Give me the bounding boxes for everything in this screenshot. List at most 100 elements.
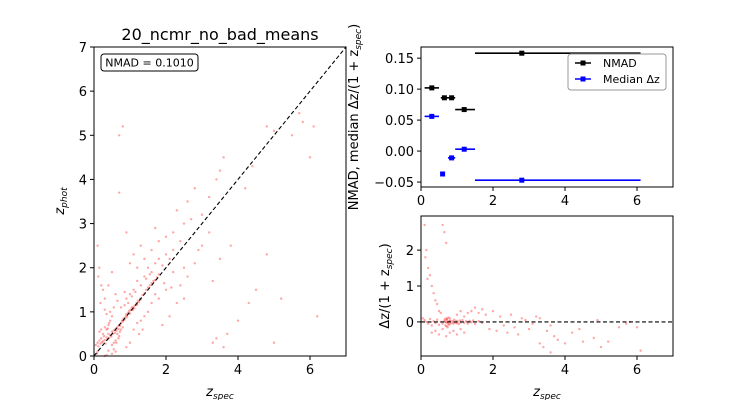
scatter-point xyxy=(170,286,173,289)
scatter-point xyxy=(128,341,132,344)
scatter-point xyxy=(110,330,114,333)
scatter-point xyxy=(133,307,136,310)
scatter-point xyxy=(118,330,122,333)
x-axis-label: zspec xyxy=(532,385,561,400)
residual-point xyxy=(531,322,534,325)
scatter-point xyxy=(110,343,114,347)
y-tick-label: 0 xyxy=(79,350,87,365)
scatter-point xyxy=(118,334,121,338)
y-tick-label: 1 xyxy=(79,306,87,321)
residual-point xyxy=(445,317,448,320)
data-marker xyxy=(441,95,447,101)
residual-point xyxy=(430,284,433,288)
scatter-point xyxy=(101,332,105,336)
scatter-point xyxy=(112,348,116,351)
y-axis-label: Δz/(1 + zspec) xyxy=(378,243,395,328)
residual-point xyxy=(502,324,505,327)
scatter-point xyxy=(101,288,105,291)
scatter-point xyxy=(112,306,116,309)
scatter-point xyxy=(172,231,175,234)
scatter-point xyxy=(96,244,99,247)
scatter-point xyxy=(132,253,135,256)
residual-point xyxy=(524,318,527,322)
x-ticks: 0 2 4 6 xyxy=(90,356,314,378)
scatter-point xyxy=(136,321,139,325)
scatter-point xyxy=(146,286,150,289)
scatter-point xyxy=(137,300,141,304)
scatter-point xyxy=(107,284,110,287)
residual-point xyxy=(425,320,428,324)
scatter-point xyxy=(301,120,304,124)
scatter-point xyxy=(113,331,117,335)
scatter-point xyxy=(182,222,186,225)
data-marker xyxy=(461,146,467,152)
scatter-point xyxy=(139,244,142,247)
residual-point xyxy=(425,248,428,252)
scatter-point xyxy=(116,299,119,303)
zphot-vs-zspec-panel: 20_ncmr_no_bad_means 0 2 4 6 0 1 2 3 4 5 6 7 NMAD … xyxy=(53,25,347,402)
legend-label-median: Median Δz xyxy=(603,73,660,86)
residual-point xyxy=(444,320,448,324)
residual-point xyxy=(484,313,487,316)
scatter-point xyxy=(132,328,135,331)
scatter-point xyxy=(265,125,268,128)
scatter-point xyxy=(211,279,214,283)
residual-point xyxy=(428,274,432,277)
residual-point xyxy=(445,325,448,328)
data-marker xyxy=(449,155,455,161)
residual-point xyxy=(596,318,599,322)
scatter-point xyxy=(102,334,106,338)
scatter-point xyxy=(125,297,128,300)
scatter-point xyxy=(136,299,140,303)
data-marker xyxy=(519,50,525,56)
scatter-point xyxy=(251,164,254,168)
scatter-point xyxy=(99,301,102,305)
scatter-point xyxy=(121,326,125,329)
residual-point xyxy=(520,317,523,320)
residual-point xyxy=(473,322,477,326)
scatter-point xyxy=(175,301,178,305)
scatter-point xyxy=(254,288,258,291)
scatter-point xyxy=(103,326,107,329)
series-nmad xyxy=(424,50,641,113)
residual-point xyxy=(437,323,441,326)
y-tick-label: 7 xyxy=(79,41,87,56)
scatter-point xyxy=(190,217,193,221)
legend-entry-nmad: NMAD xyxy=(575,57,637,70)
residual-point xyxy=(437,333,441,336)
scatter-point xyxy=(103,308,107,311)
scatter-point xyxy=(164,235,168,239)
scatter-point xyxy=(148,284,151,287)
scatter-point xyxy=(109,310,112,314)
scatter-point xyxy=(116,332,119,336)
residual-point xyxy=(578,327,581,331)
residual-point xyxy=(452,329,455,333)
scatter-point xyxy=(116,325,119,329)
y-tick-label: 0.15 xyxy=(385,52,414,67)
y-tick-label: 0 xyxy=(406,316,414,331)
scatter-point xyxy=(200,244,204,247)
residual-point xyxy=(542,345,545,349)
scatter-point xyxy=(229,244,232,247)
residual-point xyxy=(432,291,435,295)
x-axis-label: zspec xyxy=(205,385,234,400)
scatter-point xyxy=(157,297,160,300)
residual-point xyxy=(495,329,498,333)
scatter-point xyxy=(150,248,153,252)
legend-square-median xyxy=(580,76,586,82)
scatter-point xyxy=(143,257,146,261)
y-tick-label: 2 xyxy=(79,262,87,277)
scatter-point xyxy=(222,156,225,159)
scatter-point xyxy=(139,284,142,287)
residual-point xyxy=(509,313,513,316)
residual-point xyxy=(592,336,595,340)
residual-point xyxy=(445,335,448,338)
residual-point xyxy=(466,322,469,325)
scatter-point xyxy=(97,345,100,348)
residual-point xyxy=(445,321,448,324)
x-ticks: 0 2 4 6 xyxy=(417,187,641,209)
scatter-point xyxy=(197,248,200,252)
residual-point xyxy=(470,321,473,324)
scatter-points xyxy=(94,112,319,358)
